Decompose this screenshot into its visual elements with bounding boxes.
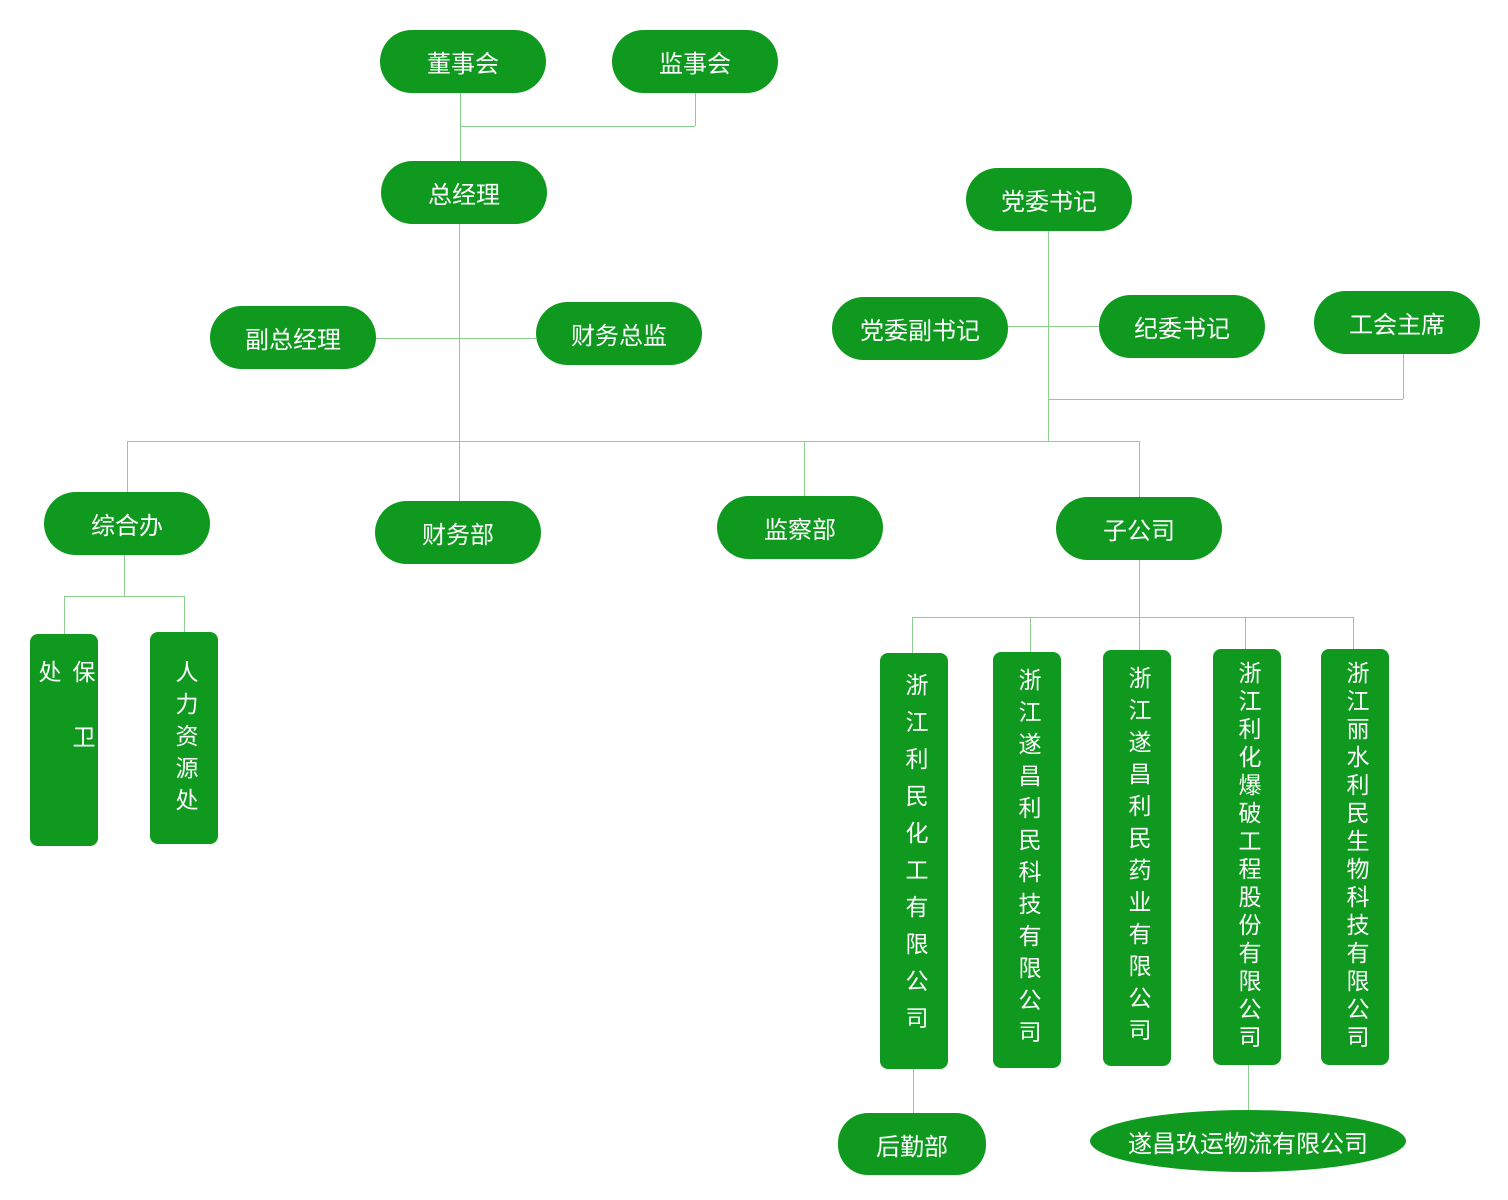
connector bbox=[1030, 617, 1031, 652]
node-supervisors: 监事会 bbox=[612, 30, 778, 93]
connector bbox=[1139, 560, 1140, 617]
node-label: 浙江利化爆破工程股份有限公司 bbox=[1234, 661, 1260, 1053]
connector bbox=[1353, 617, 1354, 649]
connector bbox=[1008, 326, 1099, 327]
node-board: 董事会 bbox=[380, 30, 546, 93]
node-deputy-gm: 副总经理 bbox=[210, 306, 376, 369]
connector bbox=[1139, 617, 1140, 650]
connector bbox=[376, 338, 536, 339]
node-general-manager: 总经理 bbox=[381, 161, 547, 224]
connector bbox=[1139, 441, 1140, 497]
connector bbox=[913, 1069, 914, 1113]
node-logistics: 后勤部 bbox=[838, 1113, 986, 1175]
connector bbox=[124, 555, 125, 596]
node-label: 保卫处 bbox=[34, 660, 94, 790]
connector bbox=[64, 596, 65, 634]
connector bbox=[1248, 1065, 1249, 1110]
connector bbox=[64, 596, 184, 597]
connector bbox=[912, 617, 1353, 618]
node-label: 浙江遂昌利民药业有限公司 bbox=[1124, 666, 1150, 1050]
connector bbox=[460, 93, 461, 161]
node-subsidiary: 浙江利化爆破工程股份有限公司 bbox=[1213, 649, 1281, 1065]
node-subsidiary: 浙江遂昌利民科技有限公司 bbox=[993, 652, 1061, 1068]
connector bbox=[460, 126, 695, 127]
node-general-office: 综合办 bbox=[44, 492, 210, 555]
node-subsidiary: 浙江丽水利民生物科技有限公司 bbox=[1321, 649, 1389, 1065]
node-subsidiary: 浙江遂昌利民药业有限公司 bbox=[1103, 650, 1171, 1066]
node-party-secretary: 党委书记 bbox=[966, 168, 1132, 231]
node-transport-company: 遂昌玖运物流有限公司 bbox=[1090, 1110, 1406, 1172]
node-subsidiaries: 子公司 bbox=[1056, 497, 1222, 560]
node-subsidiary: 浙江利民化工有限公司 bbox=[880, 653, 948, 1069]
connector bbox=[1048, 231, 1049, 441]
node-label: 人力资源处 bbox=[171, 660, 197, 820]
connector bbox=[184, 596, 185, 632]
node-supervision: 监察部 bbox=[717, 496, 883, 559]
node-hr: 人力资源处 bbox=[150, 632, 218, 844]
connector bbox=[459, 224, 460, 501]
node-cfo: 财务总监 bbox=[536, 302, 702, 365]
connector bbox=[127, 441, 1139, 442]
connector bbox=[1048, 399, 1403, 400]
node-union-chair: 工会主席 bbox=[1314, 291, 1480, 354]
connector bbox=[127, 441, 128, 492]
connector bbox=[1403, 354, 1404, 399]
node-label: 浙江利民化工有限公司 bbox=[901, 673, 927, 1043]
connector bbox=[804, 441, 805, 496]
connector bbox=[912, 617, 913, 653]
node-finance: 财务部 bbox=[375, 501, 541, 564]
node-label: 浙江丽水利民生物科技有限公司 bbox=[1342, 661, 1368, 1053]
node-deputy-party-secretary: 党委副书记 bbox=[832, 297, 1008, 360]
node-label: 浙江遂昌利民科技有限公司 bbox=[1014, 668, 1040, 1052]
connector bbox=[695, 93, 696, 126]
connector bbox=[1245, 617, 1246, 649]
node-security: 保卫处 bbox=[30, 634, 98, 846]
node-discipline-secretary: 纪委书记 bbox=[1099, 295, 1265, 358]
